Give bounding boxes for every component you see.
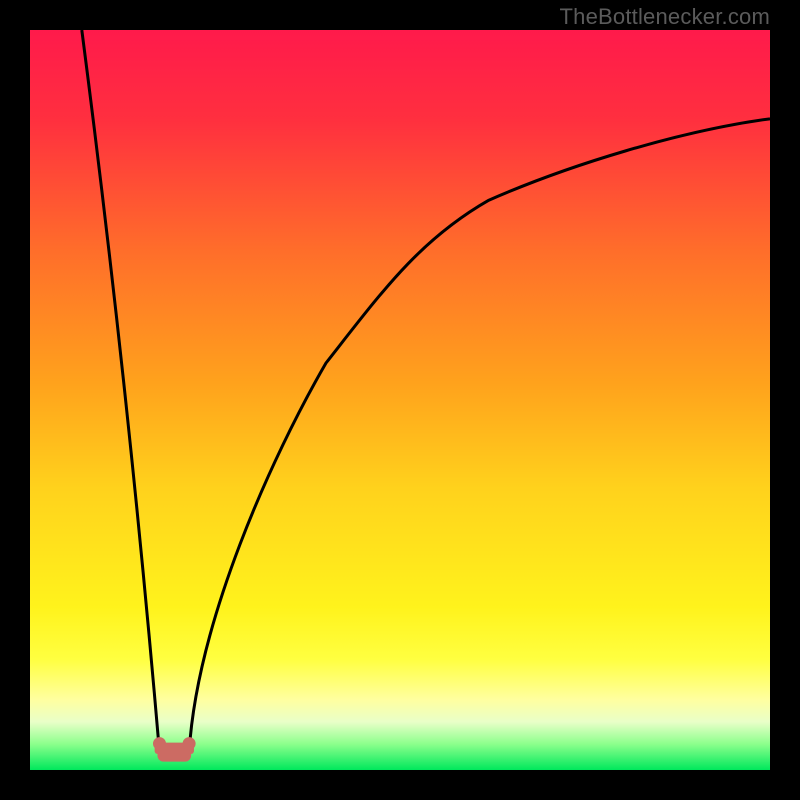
plot-svg [30,30,770,770]
valley-dot-right [183,737,196,750]
plot-area [30,30,770,770]
valley-dot-left [153,737,166,750]
watermark-text: TheBottlenecker.com [560,4,770,30]
